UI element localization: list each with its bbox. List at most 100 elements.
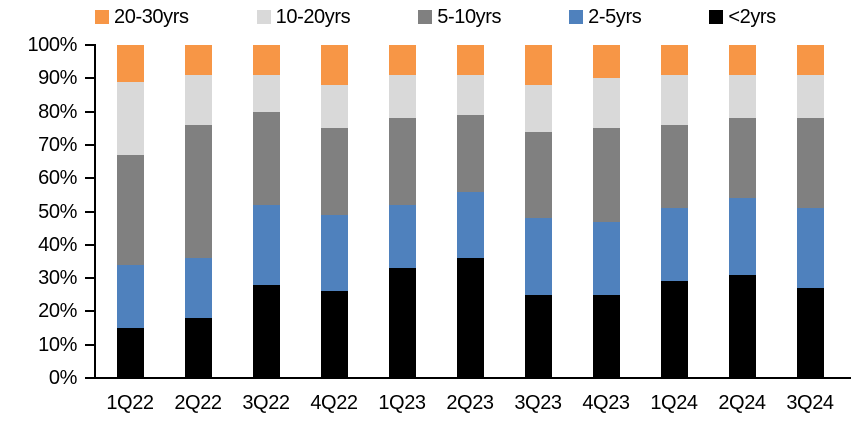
bar-segment-2yrs bbox=[116, 328, 144, 378]
y-axis-tick bbox=[85, 310, 95, 313]
bar-stack bbox=[320, 45, 348, 378]
x-axis-label: 1Q23 bbox=[378, 392, 426, 414]
legend-swatch-icon bbox=[418, 10, 433, 24]
y-axis-label: 80% bbox=[38, 100, 77, 123]
bar-segment-2030yrs bbox=[728, 45, 756, 76]
bar-column bbox=[232, 45, 300, 378]
bar-segment-1020yrs bbox=[660, 75, 688, 125]
bar-column bbox=[504, 45, 572, 378]
bar-stack bbox=[388, 45, 416, 378]
y-axis-tick bbox=[85, 143, 95, 146]
bar-segment-1020yrs bbox=[116, 81, 144, 155]
bar-segment-2yrs bbox=[388, 268, 416, 378]
bar-segment-2yrs bbox=[796, 288, 824, 378]
legend-swatch-icon bbox=[256, 10, 271, 24]
bar-segment-510yrs bbox=[796, 118, 824, 209]
bar-segment-25yrs bbox=[660, 208, 688, 282]
x-axis-label: 3Q22 bbox=[242, 392, 290, 414]
bar-stack bbox=[184, 45, 212, 378]
y-axis-label: 20% bbox=[38, 300, 77, 323]
x-axis-line bbox=[94, 377, 851, 379]
x-axis-label: 2Q24 bbox=[718, 392, 766, 414]
bar-stack bbox=[116, 45, 144, 378]
bar-segment-25yrs bbox=[796, 208, 824, 289]
bar-segment-2yrs bbox=[524, 294, 552, 378]
bar-column bbox=[572, 45, 640, 378]
bar-segment-1020yrs bbox=[592, 78, 620, 129]
bar-segment-1020yrs bbox=[320, 84, 348, 129]
bar-column bbox=[164, 45, 232, 378]
bar-segment-25yrs bbox=[524, 218, 552, 295]
y-axis-label: 90% bbox=[38, 67, 77, 90]
bar-segment-510yrs bbox=[660, 124, 688, 209]
legend-item: 10-20yrs bbox=[256, 6, 351, 28]
bar-column bbox=[776, 45, 844, 378]
x-axis-label: 3Q24 bbox=[786, 392, 834, 414]
x-axis-label: 2Q22 bbox=[174, 392, 222, 414]
bar-segment-25yrs bbox=[252, 204, 280, 285]
bar-segment-25yrs bbox=[592, 221, 620, 295]
bar-segment-510yrs bbox=[252, 111, 280, 205]
legend-item: <2yrs bbox=[709, 6, 776, 28]
y-axis-label: 30% bbox=[38, 267, 77, 290]
bar-segment-2030yrs bbox=[388, 45, 416, 75]
bar-segment-1020yrs bbox=[524, 84, 552, 132]
x-axis-label: 1Q22 bbox=[106, 392, 154, 414]
bar-segment-1020yrs bbox=[184, 75, 212, 125]
y-axis-tick bbox=[85, 277, 95, 280]
bar-segment-510yrs bbox=[184, 124, 212, 259]
legend: 20-30yrs 10-20yrs 5-10yrs 2-5yrs <2yrs bbox=[95, 6, 776, 28]
y-axis-tick bbox=[85, 243, 95, 246]
x-axis-label: 4Q22 bbox=[310, 392, 358, 414]
bar-stack bbox=[252, 45, 280, 378]
legend-label: 10-20yrs bbox=[275, 6, 351, 28]
bar-segment-2yrs bbox=[184, 318, 212, 378]
legend-swatch-icon bbox=[709, 10, 724, 24]
bar-column bbox=[96, 45, 164, 378]
bar-column bbox=[300, 45, 368, 378]
y-axis-label: 50% bbox=[38, 200, 77, 223]
bar-segment-1020yrs bbox=[252, 75, 280, 112]
bar-segment-1020yrs bbox=[728, 75, 756, 119]
y-axis-tick bbox=[85, 377, 95, 379]
legend-item: 20-30yrs bbox=[95, 6, 189, 28]
bar-segment-2yrs bbox=[660, 281, 688, 378]
y-axis-tick bbox=[85, 177, 95, 180]
bar-segment-25yrs bbox=[388, 204, 416, 269]
bar-stack bbox=[524, 45, 552, 378]
bar-segment-2030yrs bbox=[116, 45, 144, 82]
bar-segment-2yrs bbox=[728, 274, 756, 378]
bar-stack bbox=[456, 45, 484, 378]
bar-segment-510yrs bbox=[524, 131, 552, 219]
bar-segment-510yrs bbox=[388, 118, 416, 205]
bar-column bbox=[368, 45, 436, 378]
bar-segment-1020yrs bbox=[796, 75, 824, 119]
bar-segment-2030yrs bbox=[796, 45, 824, 75]
bar-stack bbox=[796, 45, 824, 378]
y-axis-label: 0% bbox=[48, 367, 78, 389]
x-axis-label: 2Q23 bbox=[446, 392, 494, 414]
bar-segment-510yrs bbox=[728, 118, 756, 199]
bar-segment-25yrs bbox=[116, 264, 144, 329]
y-axis-tick bbox=[85, 110, 95, 113]
y-axis-label: 60% bbox=[38, 167, 77, 190]
bar-stack bbox=[660, 45, 688, 378]
legend-swatch-icon bbox=[95, 10, 109, 24]
y-axis-tick bbox=[85, 343, 95, 346]
y-axis-tick bbox=[85, 77, 95, 80]
legend-label: 2-5yrs bbox=[588, 6, 642, 28]
bar-segment-25yrs bbox=[728, 198, 756, 275]
bar-column bbox=[708, 45, 776, 378]
bar-segment-25yrs bbox=[456, 191, 484, 259]
bar-column bbox=[640, 45, 708, 378]
bar-segment-1020yrs bbox=[388, 75, 416, 119]
x-axis-label: 1Q24 bbox=[650, 392, 698, 414]
bar-segment-2030yrs bbox=[660, 45, 688, 75]
bar-segment-2yrs bbox=[320, 291, 348, 378]
x-axis-label: 3Q23 bbox=[514, 392, 562, 414]
y-axis-tick bbox=[85, 210, 95, 213]
y-axis-label: 100% bbox=[27, 34, 77, 56]
legend-label: 20-30yrs bbox=[114, 6, 189, 28]
bar-segment-510yrs bbox=[116, 154, 144, 265]
bar-segment-510yrs bbox=[592, 128, 620, 222]
